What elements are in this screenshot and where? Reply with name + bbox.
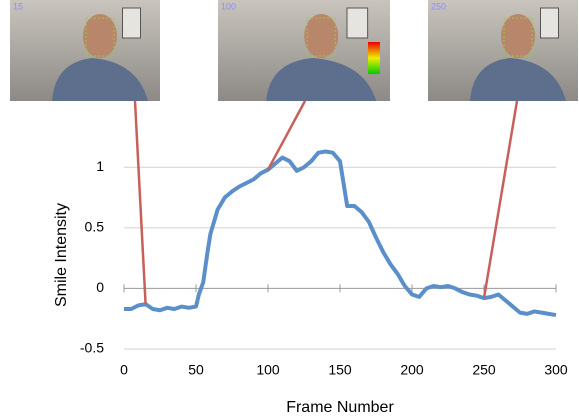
- face-tracking-grid: [85, 17, 115, 57]
- video-frame: 15: [10, 0, 160, 101]
- connector: [266, 100, 307, 171]
- person-body: [266, 58, 377, 101]
- person-body: [470, 58, 566, 101]
- x-tick-label: 300: [544, 362, 568, 378]
- connector: [133, 100, 147, 305]
- data-line: [124, 149, 557, 318]
- person-body: [52, 58, 148, 101]
- video-frame: 100: [218, 0, 390, 101]
- face-tracking-grid: [503, 17, 533, 57]
- x-tick-label: 250: [472, 362, 496, 378]
- x-tick-label: 200: [400, 362, 424, 378]
- video-frame: 250: [428, 0, 578, 101]
- x-tick-label: 50: [188, 362, 204, 378]
- x-axis-label: Frame Number: [286, 399, 394, 416]
- x-tick-label: 0: [120, 362, 128, 378]
- frame-wall: [122, 7, 141, 39]
- y-axis-label: Smile Intensity: [53, 203, 70, 307]
- intensity-bar: [368, 42, 380, 74]
- frame-number: 15: [13, 1, 23, 11]
- x-tick-label: 150: [328, 362, 352, 378]
- face-tracking-grid: [306, 17, 336, 57]
- y-tick-label: 0.5: [85, 219, 105, 235]
- x-tick-label: 100: [256, 362, 280, 378]
- y-tick-label: 0: [96, 279, 104, 295]
- frame-wall: [540, 7, 559, 39]
- connector: [482, 100, 519, 299]
- person-head: [304, 14, 339, 58]
- frame-wall: [346, 7, 369, 39]
- y-tick-label: -0.5: [80, 340, 104, 356]
- y-tick-label: 1: [96, 158, 104, 174]
- person-head: [501, 14, 535, 58]
- thumbnails: 15 100 250: [10, 0, 578, 101]
- frame-number: 100: [221, 1, 236, 11]
- frame-number: 250: [431, 1, 446, 11]
- person-head: [83, 14, 117, 58]
